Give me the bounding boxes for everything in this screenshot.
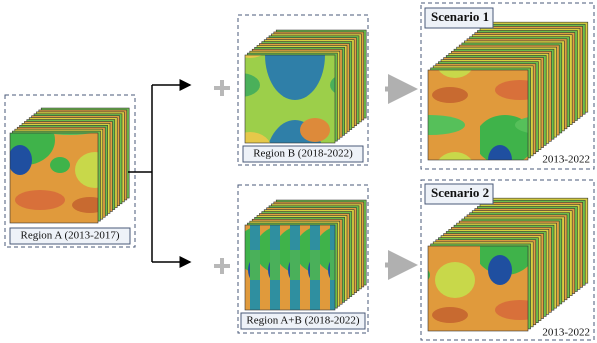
region-b-label: Region B (2018-2022) bbox=[253, 148, 353, 160]
scenario-1-period: 2013-2022 bbox=[542, 154, 590, 166]
connector bbox=[128, 85, 190, 262]
slice bbox=[245, 55, 335, 143]
slice bbox=[10, 133, 98, 223]
region-ab-label: Region A+B (2018-2022) bbox=[246, 315, 359, 327]
slice bbox=[245, 225, 335, 310]
page: Region A (2013-2017) Region B (2018-2022… bbox=[0, 0, 597, 343]
scenario-2-label: Scenario 2 bbox=[431, 185, 489, 200]
scenario-1-label: Scenario 1 bbox=[431, 9, 489, 24]
image-stacks bbox=[10, 22, 588, 331]
plus-signs bbox=[214, 80, 230, 274]
region-a-label: Region A (2013-2017) bbox=[21, 230, 120, 242]
slice bbox=[428, 70, 528, 160]
diagram: Region A (2013-2017) Region B (2018-2022… bbox=[0, 0, 597, 343]
slice bbox=[428, 246, 528, 331]
gray-arrows bbox=[385, 89, 403, 265]
scenario-2-period: 2013-2022 bbox=[542, 327, 590, 339]
